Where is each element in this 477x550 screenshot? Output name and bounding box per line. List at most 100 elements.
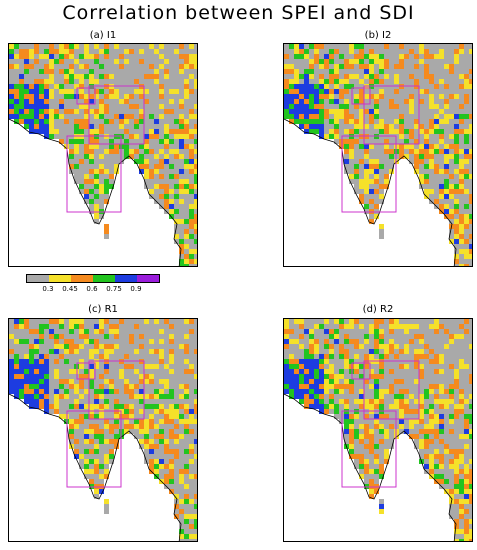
grid-cell	[419, 394, 424, 399]
grid-cell	[469, 499, 472, 504]
grid-cell	[89, 404, 94, 409]
grid-cell	[319, 319, 324, 324]
grid-cell	[384, 164, 389, 169]
grid-cell	[119, 104, 124, 109]
grid-cell	[414, 394, 419, 399]
grid-cell	[369, 94, 374, 99]
grid-cell	[189, 54, 194, 59]
grid-cell	[194, 154, 197, 159]
grid-cell	[59, 139, 64, 144]
grid-cell	[414, 54, 419, 59]
grid-cell	[109, 119, 114, 124]
grid-cell	[179, 509, 184, 514]
grid-cell	[104, 164, 109, 169]
grid-cell	[29, 119, 34, 124]
grid-cell	[184, 264, 189, 266]
grid-cell	[309, 119, 314, 124]
grid-cell	[69, 149, 74, 154]
grid-cell	[54, 339, 59, 344]
grid-cell	[94, 154, 99, 159]
grid-cell	[419, 429, 424, 434]
grid-cell	[349, 329, 354, 334]
grid-cell	[359, 399, 364, 404]
grid-cell	[339, 79, 344, 84]
grid-cell	[394, 384, 399, 389]
grid-cell	[104, 184, 109, 189]
grid-cell	[114, 384, 119, 389]
grid-cell	[54, 109, 59, 114]
grid-cell	[69, 69, 74, 74]
grid-cell	[469, 339, 472, 344]
grid-cell	[164, 359, 169, 364]
grid-cell	[94, 129, 99, 134]
grid-cell	[189, 349, 194, 354]
grid-cell	[374, 164, 379, 169]
grid-cell	[99, 94, 104, 99]
grid-cell	[374, 319, 379, 324]
grid-cell	[289, 359, 294, 364]
grid-cell	[349, 154, 354, 159]
grid-cell	[134, 404, 139, 409]
grid-cell	[149, 114, 154, 119]
grid-cell	[179, 399, 184, 404]
grid-cell	[184, 424, 189, 429]
grid-cell	[454, 59, 459, 64]
grid-cell	[374, 99, 379, 104]
grid-cell	[399, 64, 404, 69]
grid-cell	[114, 369, 119, 374]
grid-cell	[184, 69, 189, 74]
grid-cell	[114, 394, 119, 399]
grid-cell	[189, 264, 194, 266]
grid-cell	[374, 144, 379, 149]
grid-cell	[389, 124, 394, 129]
grid-cell	[449, 99, 454, 104]
grid-cell	[109, 109, 114, 114]
grid-cell	[59, 59, 64, 64]
grid-cell	[129, 99, 134, 104]
grid-cell	[444, 109, 449, 114]
grid-cell	[194, 159, 197, 164]
grid-cell	[354, 174, 359, 179]
grid-cell	[139, 414, 144, 419]
grid-cell	[429, 319, 434, 324]
grid-cell	[94, 174, 99, 179]
grid-cell	[424, 164, 429, 169]
grid-cell	[444, 479, 449, 484]
grid-cell	[179, 504, 184, 509]
grid-cell	[94, 369, 99, 374]
grid-cell	[119, 389, 124, 394]
grid-cell	[99, 444, 104, 449]
grid-cell	[379, 104, 384, 109]
grid-cell	[154, 124, 159, 129]
grid-cell	[89, 344, 94, 349]
grid-cell	[79, 64, 84, 69]
grid-cell	[324, 134, 329, 139]
grid-cell	[419, 389, 424, 394]
grid-cell	[424, 394, 429, 399]
grid-cell	[419, 149, 424, 154]
grid-cell	[194, 189, 197, 194]
grid-cell	[384, 139, 389, 144]
grid-cell	[414, 49, 419, 54]
grid-cell	[449, 79, 454, 84]
grid-cell	[344, 324, 349, 329]
grid-cell	[349, 129, 354, 134]
grid-cell	[444, 199, 449, 204]
grid-cell	[394, 69, 399, 74]
grid-cell	[469, 529, 472, 534]
grid-cell	[319, 409, 324, 414]
grid-cell	[439, 114, 444, 119]
grid-cell	[104, 449, 109, 454]
grid-cell	[364, 369, 369, 374]
grid-cell	[174, 74, 179, 79]
grid-cell	[309, 389, 314, 394]
grid-cell	[419, 59, 424, 64]
grid-cell	[379, 329, 384, 334]
grid-cell	[59, 354, 64, 359]
grid-cell	[194, 219, 197, 224]
grid-cell	[109, 349, 114, 354]
grid-cell	[164, 334, 169, 339]
grid-cell	[94, 169, 99, 174]
grid-cell	[189, 139, 194, 144]
grid-cell	[129, 49, 134, 54]
